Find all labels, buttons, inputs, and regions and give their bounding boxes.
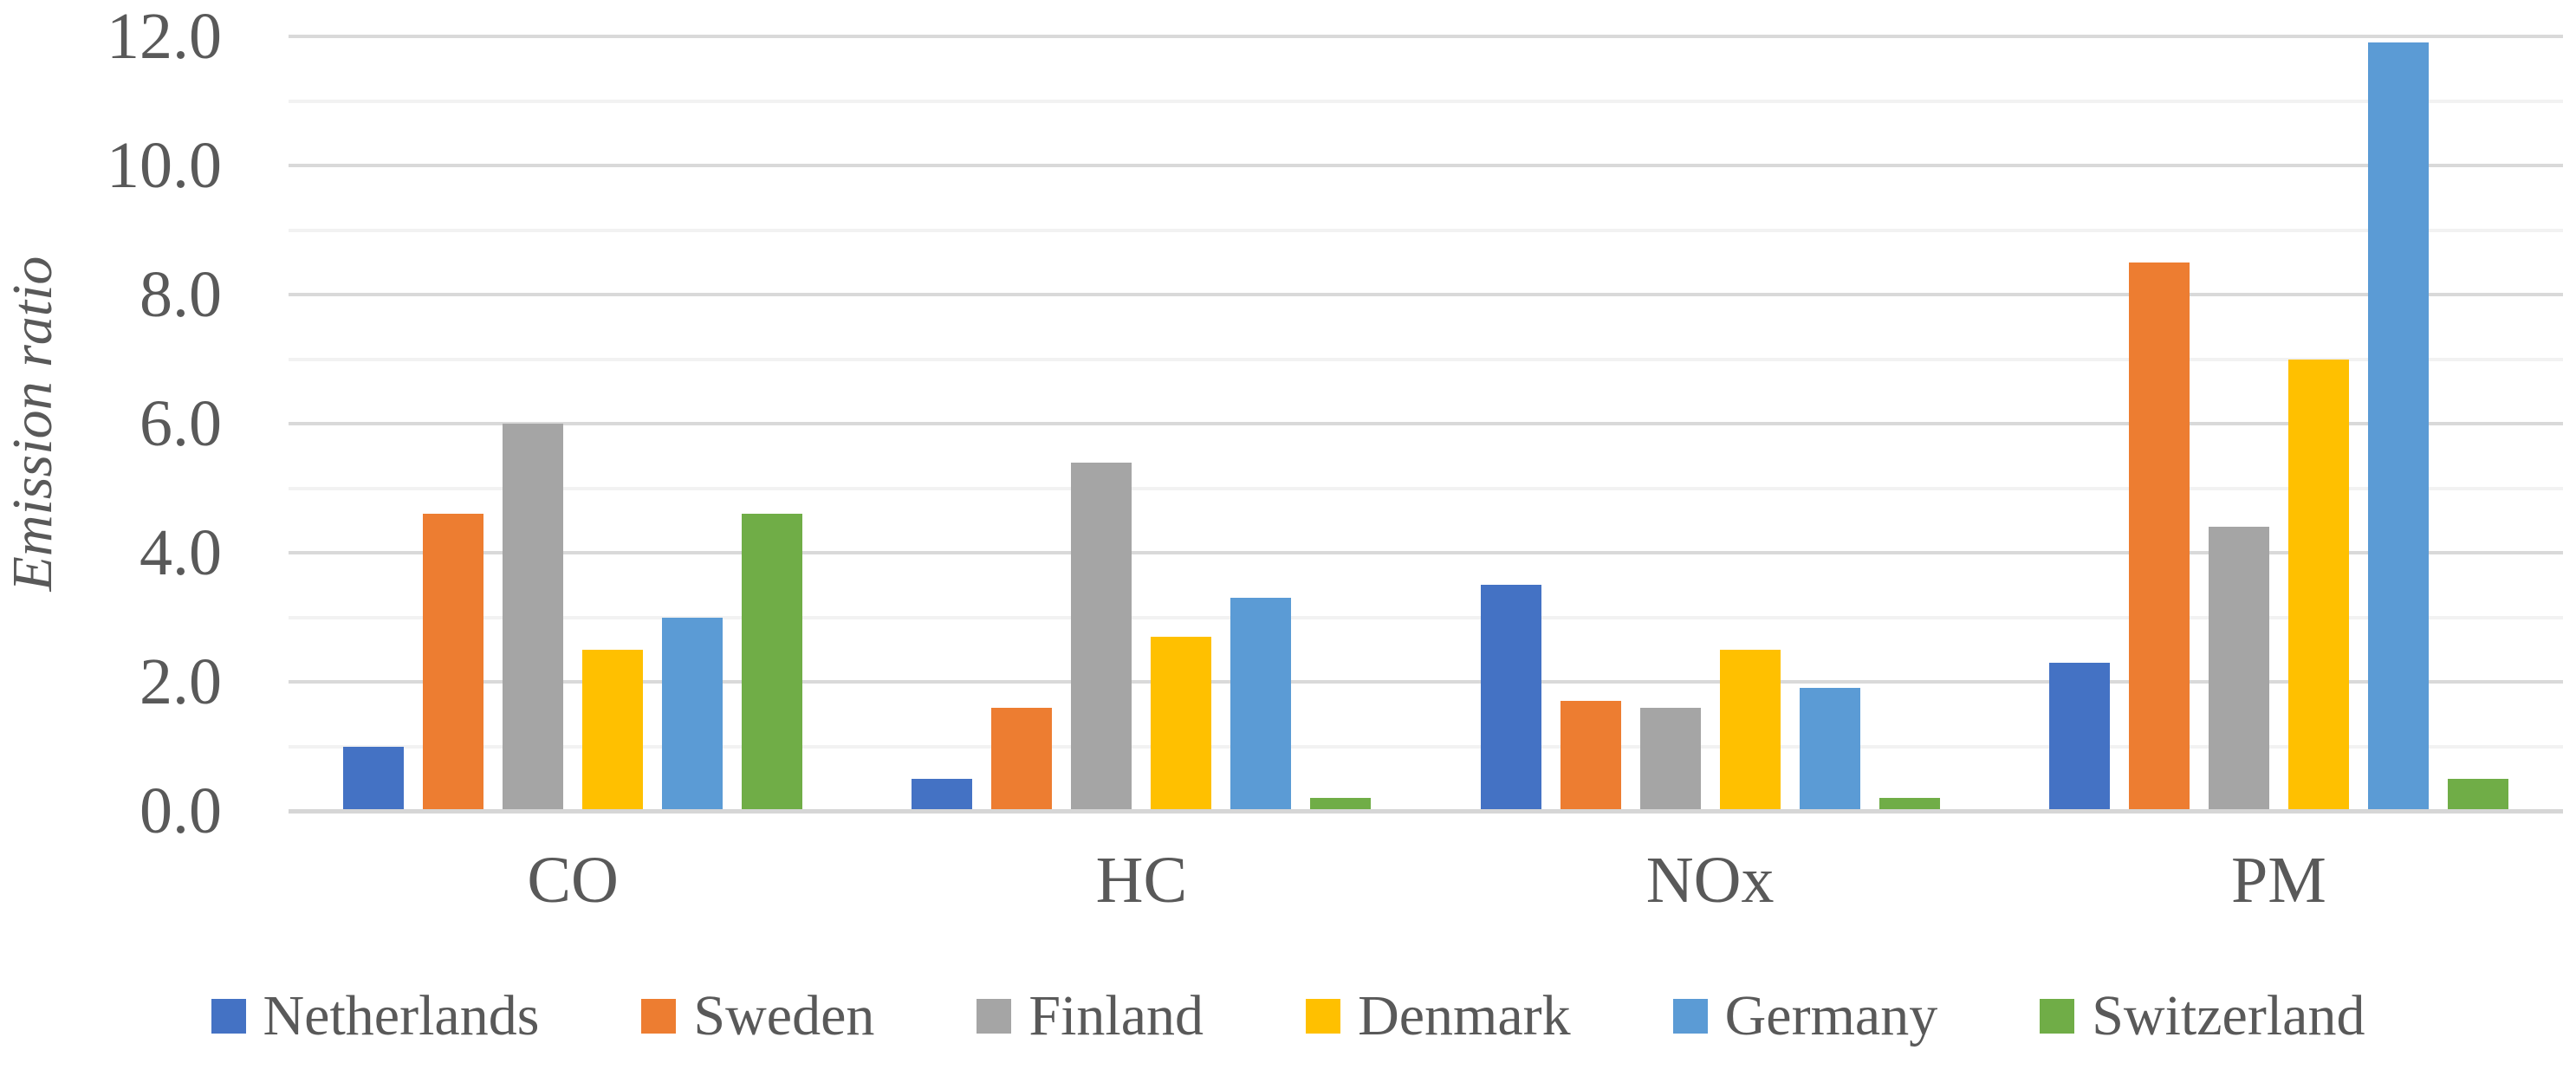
gridline-major	[289, 551, 2563, 554]
category-group-nox	[1426, 36, 1995, 811]
bar-germany-co	[662, 617, 723, 811]
bar-denmark-co	[582, 649, 644, 811]
legend-swatch-icon	[1306, 999, 1341, 1034]
category-group-co	[289, 36, 857, 811]
bar-finland-hc	[1071, 462, 1132, 811]
bar-switzerland-co	[742, 514, 803, 811]
plot-area	[289, 36, 2563, 811]
gridline-major	[289, 422, 2563, 425]
bar-switzerland-nox	[1878, 798, 1940, 811]
x-axis-label-hc: HC	[1095, 844, 1188, 917]
legend-item-finland: Finland	[977, 988, 1204, 1045]
bar-sweden-nox	[1560, 701, 1621, 811]
bar-finland-pm	[2208, 527, 2269, 811]
legend-item-denmark: Denmark	[1306, 988, 1571, 1045]
bar-switzerland-pm	[2447, 778, 2508, 811]
y-tick-label: 2.0	[140, 645, 222, 718]
gridline-minor	[289, 99, 2563, 103]
gridline-minor	[289, 615, 2563, 619]
legend-swatch-icon	[2040, 999, 2075, 1034]
legend-label: Denmark	[1358, 984, 1571, 1047]
category-group-hc	[857, 36, 1425, 811]
bar-sweden-hc	[991, 707, 1053, 811]
legend-swatch-icon	[641, 999, 677, 1034]
y-tick-label: 10.0	[107, 129, 222, 202]
y-tick-label: 4.0	[140, 516, 222, 589]
bar-switzerland-hc	[1310, 798, 1372, 811]
y-tick-label: 12.0	[107, 0, 222, 73]
x-axis-label-co: CO	[527, 844, 619, 917]
y-tick-label: 8.0	[140, 258, 222, 331]
legend-swatch-icon	[1672, 999, 1708, 1034]
bar-netherlands-hc	[912, 778, 973, 811]
legend-item-netherlands: Netherlands	[211, 984, 540, 1047]
bar-sweden-pm	[2128, 262, 2190, 811]
x-axis-label-pm: PM	[2230, 844, 2326, 917]
bar-finland-co	[503, 424, 564, 811]
x-axis-label-nox: NOx	[1645, 844, 1775, 917]
category-group-pm	[1995, 36, 2563, 811]
legend-label: Netherlands	[263, 984, 540, 1047]
bar-germany-hc	[1230, 598, 1292, 811]
bar-netherlands-nox	[1480, 585, 1541, 811]
legend-swatch-icon	[211, 999, 246, 1034]
y-tick-label: 6.0	[140, 387, 222, 460]
bar-denmark-pm	[2287, 359, 2349, 811]
legend-label: Finland	[1028, 984, 1204, 1047]
legend: Netherlands Sweden Finland Denmark Germany Sw…	[0, 988, 2576, 1045]
gridline-major	[289, 293, 2563, 296]
bar-denmark-nox	[1719, 649, 1781, 811]
legend-item-switzerland: Switzerland	[2040, 988, 2365, 1045]
x-axis-line	[289, 809, 2563, 814]
bar-netherlands-co	[343, 746, 405, 811]
gridline-minor	[289, 357, 2563, 361]
gridline-minor	[289, 486, 2563, 490]
gridline-major	[289, 680, 2563, 684]
bar-denmark-hc	[1151, 636, 1212, 811]
bar-sweden-co	[423, 514, 484, 811]
gridline-minor	[289, 228, 2563, 232]
bar-finland-nox	[1639, 707, 1701, 811]
y-tick-label: 0.0	[140, 775, 222, 847]
bar-germany-nox	[1799, 688, 1860, 811]
bar-germany-pm	[2367, 42, 2429, 811]
legend-label: Sweden	[693, 984, 875, 1047]
legend-item-sweden: Sweden	[641, 988, 874, 1045]
legend-swatch-icon	[977, 999, 1012, 1034]
legend-item-germany: Germany	[1672, 984, 1938, 1047]
gridline-major	[289, 164, 2563, 167]
legend-label: Germany	[1724, 984, 1938, 1047]
gridline-minor	[289, 744, 2563, 749]
gridline-major	[289, 35, 2563, 38]
bar-netherlands-pm	[2048, 662, 2110, 811]
legend-label: Switzerland	[2092, 984, 2365, 1047]
